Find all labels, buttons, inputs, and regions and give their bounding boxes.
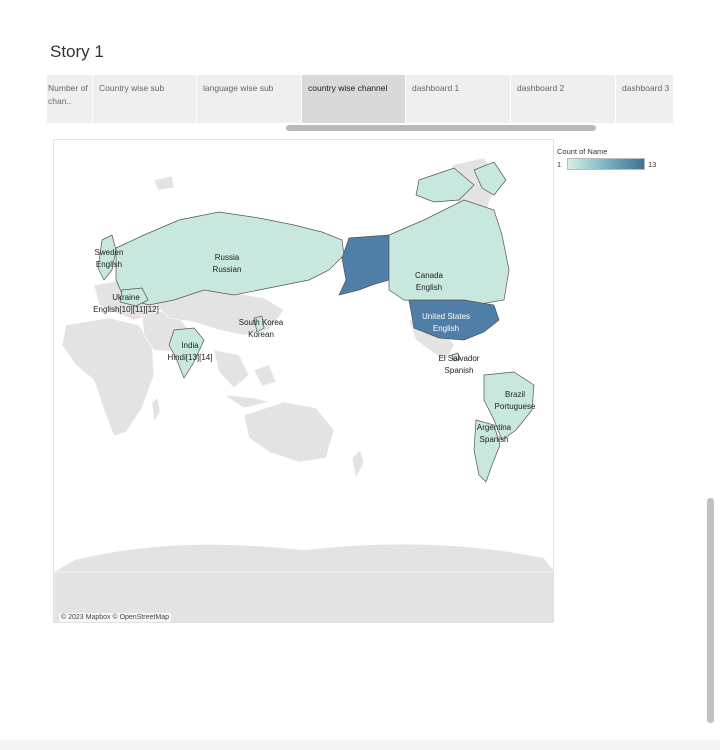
legend-row: 1 13 — [557, 158, 667, 170]
country-name: Sweden — [94, 248, 124, 257]
map-attribution[interactable]: © 2023 Mapbox © OpenStreetMap — [59, 613, 171, 622]
country-name: Canada — [414, 271, 444, 280]
language-name: Korean — [248, 329, 274, 339]
base-land — [54, 157, 553, 622]
bottom-strip — [0, 740, 720, 750]
country-name: Ukraine — [112, 293, 140, 302]
country-name: India — [181, 341, 199, 350]
map-canvas — [54, 157, 553, 622]
map-label-argentina: Argentina Spanish — [477, 422, 511, 445]
story-point-country-wise-sub[interactable]: Country wise sub — [93, 75, 197, 123]
country-name: El Salvador — [438, 354, 480, 363]
language-name: English — [432, 323, 460, 333]
map-label-brazil: Brazil Portuguese — [495, 389, 536, 412]
country-name: Brazil — [504, 390, 526, 399]
language-name: Spanish — [479, 434, 509, 444]
language-name: Spanish — [444, 365, 474, 375]
map-label-india: India Hindi[13][14] — [168, 340, 213, 363]
legend-title: Count of Name — [557, 147, 608, 156]
page-vertical-scrollbar[interactable] — [707, 498, 714, 723]
highlighted-countries — [97, 161, 535, 483]
language-name: English — [95, 259, 123, 269]
map-label-ukraine: Ukraine English[10][11][12] — [93, 292, 159, 315]
map-label-canada: Canada English — [415, 270, 443, 293]
legend-color-ramp — [567, 158, 645, 170]
language-name: Portuguese — [494, 401, 536, 411]
story-navigator: Number of chan.. Country wise sub langua… — [47, 75, 673, 123]
country-name: Russia — [214, 253, 240, 262]
map-label-united-states: United States English — [422, 311, 470, 334]
map-label-el-salvador: El Salvador Spanish — [439, 353, 480, 376]
story-point-number-of-channels[interactable]: Number of chan.. — [47, 75, 93, 123]
language-name: Russian — [212, 264, 242, 274]
map-label-south-korea: South Korea Korean — [239, 317, 283, 340]
legend-min-value: 1 — [557, 159, 562, 169]
story-point-dashboard-2[interactable]: dashboard 2 — [511, 75, 616, 123]
legend-max-value: 13 — [648, 159, 657, 169]
country-name: South Korea — [238, 318, 284, 327]
language-name: English — [415, 282, 443, 292]
country-name: Argentina — [476, 423, 512, 432]
language-name: English[10][11][12] — [93, 304, 159, 314]
story-point-language-wise-sub[interactable]: language wise sub — [197, 75, 302, 123]
story-point-dashboard-3[interactable]: dashboard 3 — [622, 83, 670, 93]
world-map[interactable]: Sweden English Russia Russian Ukraine En… — [53, 139, 554, 623]
color-legend: Count of Name 1 13 — [557, 147, 667, 170]
story-nav-scrollbar[interactable] — [286, 125, 596, 131]
map-label-russia: Russia Russian — [213, 252, 242, 275]
language-name: Hindi[13][14] — [167, 352, 213, 362]
map-label-sweden: Sweden English — [95, 247, 124, 270]
story-title: Story 1 — [50, 42, 104, 61]
country-name: United States — [421, 312, 471, 321]
story-point-dashboard-1[interactable]: dashboard 1 — [406, 75, 511, 123]
story-point-country-wise-channel[interactable]: country wise channel — [302, 75, 406, 123]
